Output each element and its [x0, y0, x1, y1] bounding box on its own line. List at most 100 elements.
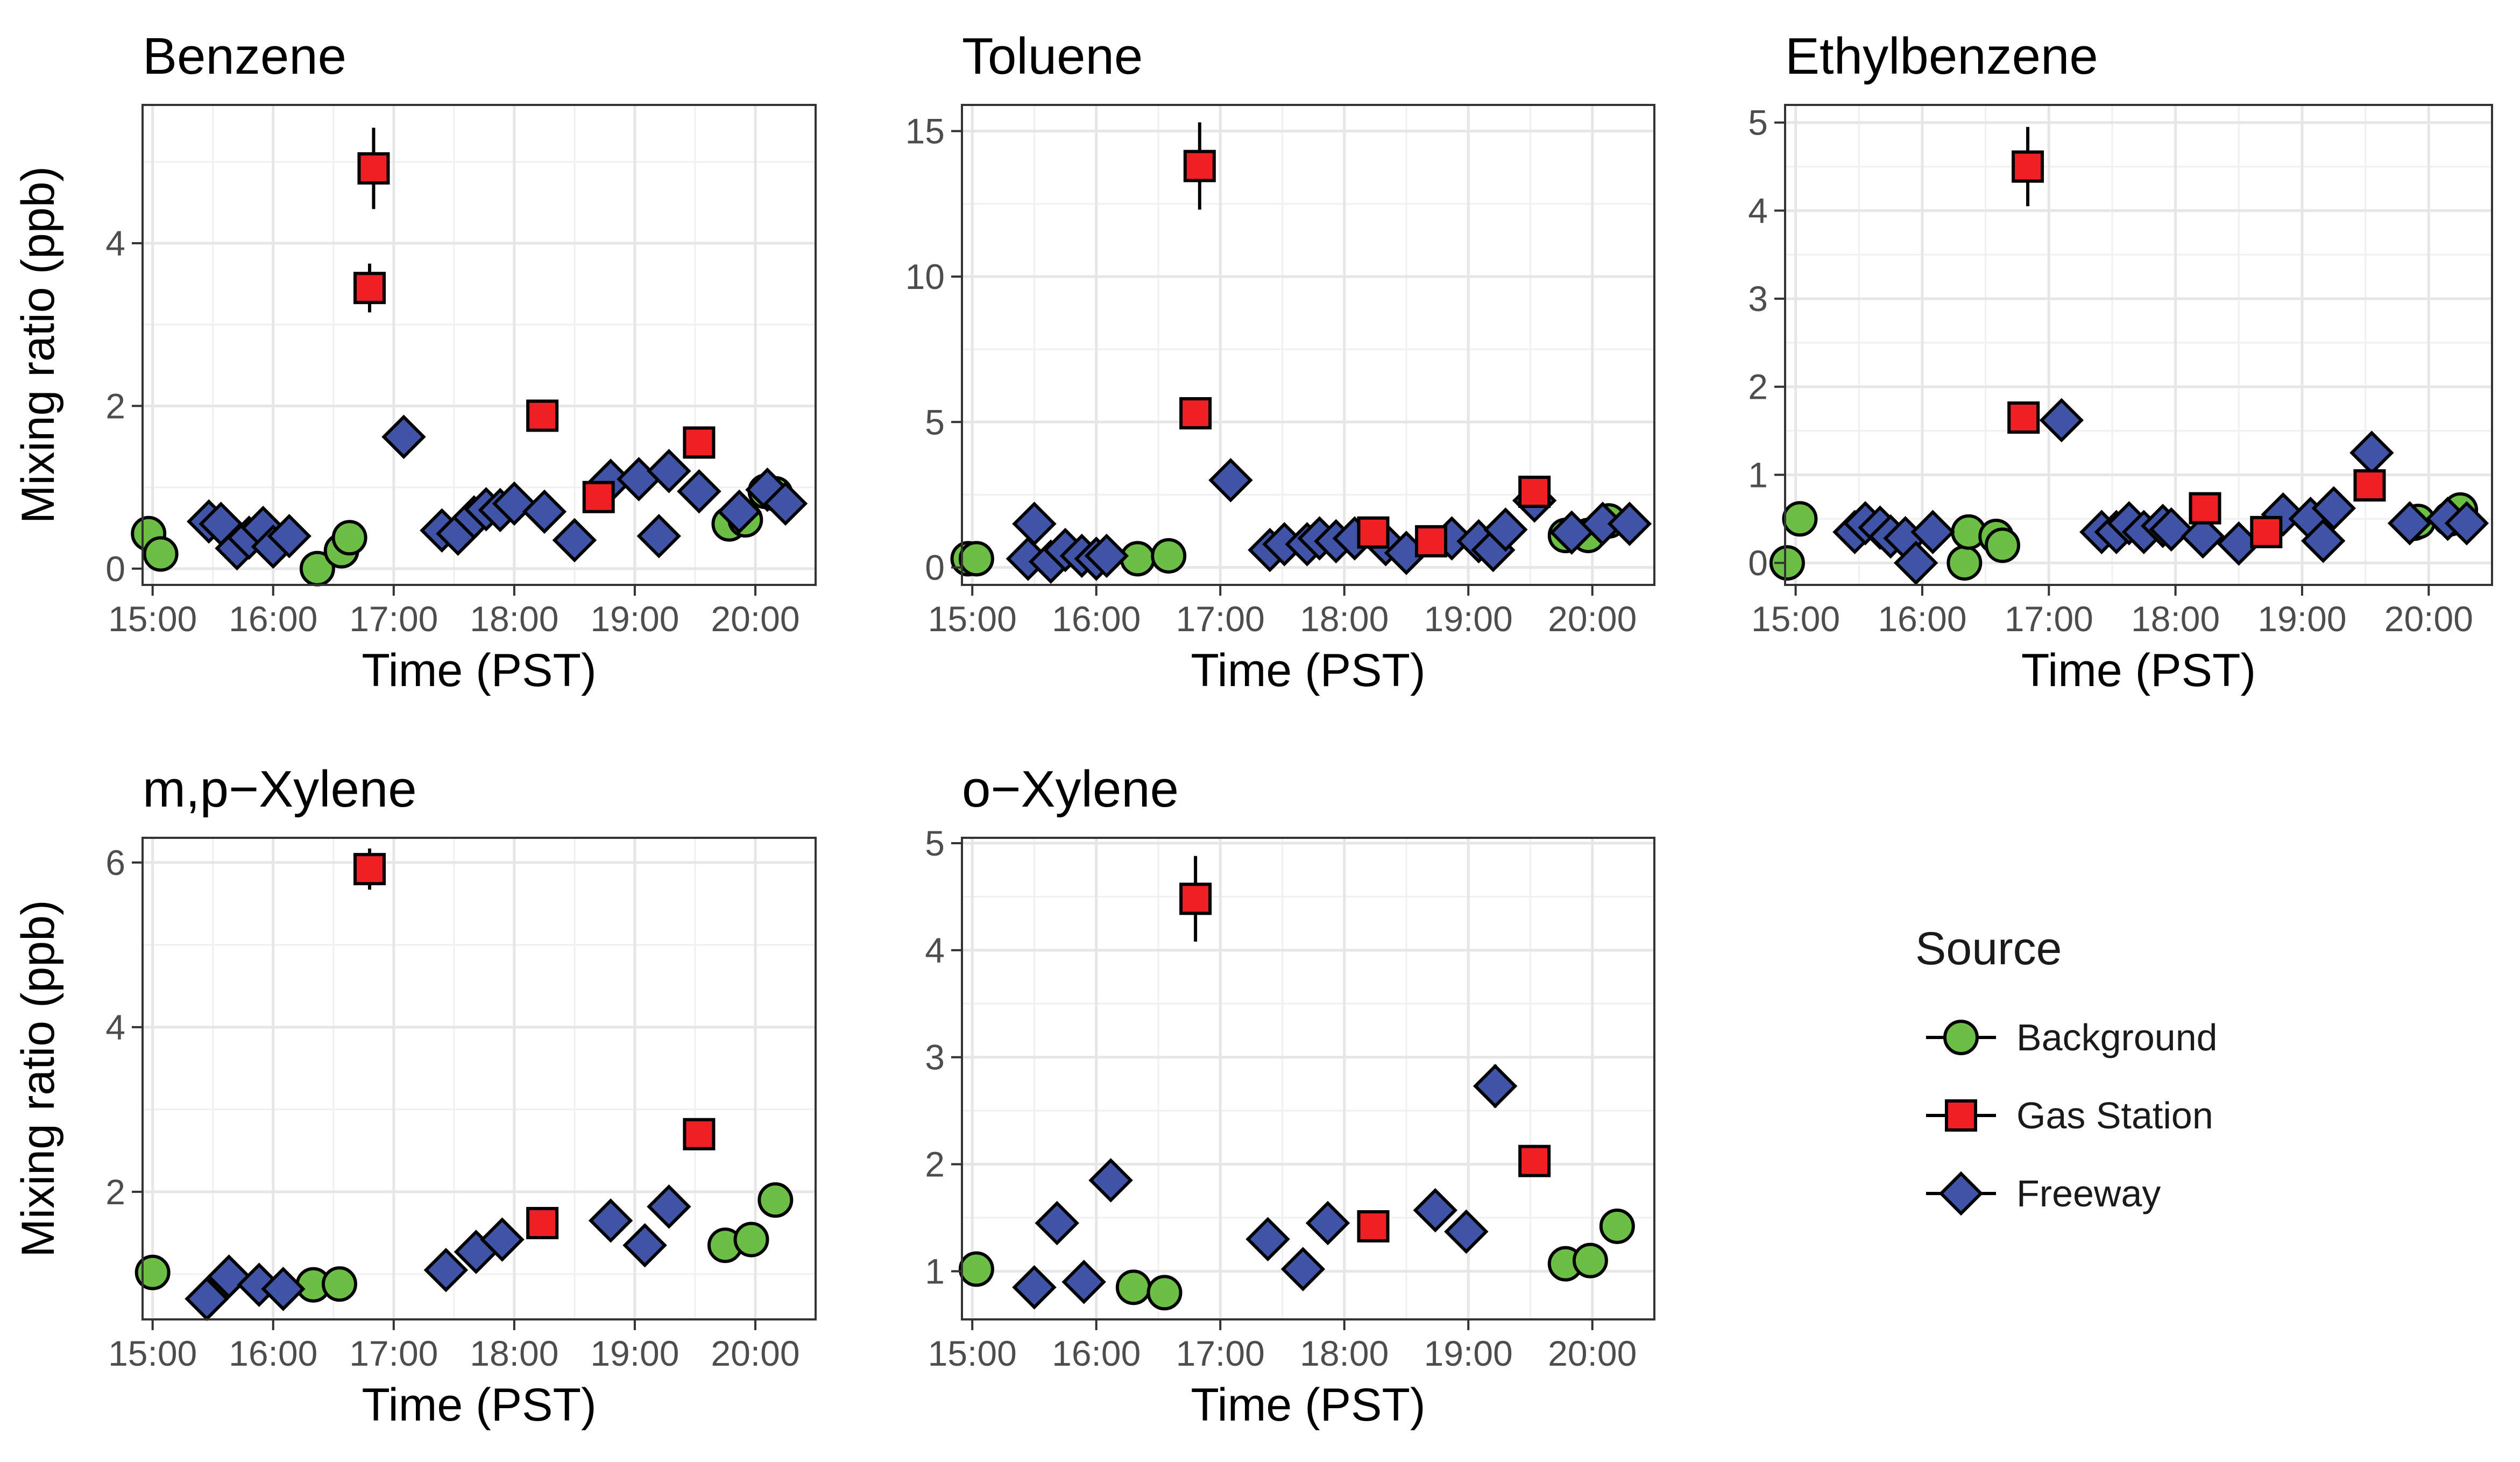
y-tick-label: 0: [1748, 543, 1768, 583]
chart-title: Ethylbenzene: [1785, 27, 2098, 85]
data-point-circle: [135, 1254, 171, 1290]
data-point-square: [357, 152, 390, 185]
data-point-diamond: [261, 1267, 306, 1311]
data-point-diamond: [1280, 1247, 1326, 1291]
y-tick-label: 3: [1748, 279, 1768, 319]
data-point-square: [2353, 469, 2386, 502]
plot-background: [1785, 105, 2492, 585]
data-point-diamond: [1305, 1200, 1350, 1246]
data-point-square: [683, 426, 716, 459]
chart-title: m,p−Xylene: [143, 760, 417, 818]
y-tick-label: 4: [105, 1007, 125, 1047]
legend-title: Source: [1915, 923, 2062, 974]
data-point-diamond: [1607, 502, 1652, 546]
data-point-square: [1357, 516, 1390, 549]
y-tick-label: 5: [925, 823, 945, 863]
data-point-circle: [1946, 545, 1983, 581]
legend: Source Background Gas Station Freeway: [1915, 923, 2218, 1216]
legend-item-label: Freeway: [2016, 1173, 2161, 1214]
data-point-diamond: [1245, 1217, 1290, 1262]
data-point-diamond: [381, 414, 426, 460]
y-tick-label: 5: [1748, 103, 1768, 143]
x-tick-label: 20:00: [711, 599, 799, 639]
y-tick-label: 4: [925, 930, 945, 970]
y-tick-label: 1: [1748, 455, 1768, 495]
x-tick-label: 16:00: [1878, 599, 1966, 639]
chart-title: o−Xylene: [962, 760, 1179, 818]
plot-background: [962, 838, 1654, 1319]
y-axis-title: Mixing ratio (ppb): [12, 900, 64, 1257]
data-point-circle: [1572, 1242, 1608, 1279]
legend-item-freeway: Freeway: [1926, 1171, 2161, 1216]
data-point-diamond: [1910, 510, 1955, 555]
chart-panel-2: 15:00 16:00 17:00 18:00 19:00 20:00 0 5 10 15 Tolu…: [905, 27, 1655, 696]
x-tick-label: 20:00: [2384, 599, 2473, 639]
data-point-diamond: [2311, 486, 2356, 531]
x-tick-label: 18:00: [2131, 599, 2220, 639]
y-tick-label: 3: [925, 1037, 945, 1077]
x-tick-label: 15:00: [928, 1333, 1017, 1373]
x-axis-title: Time (PST): [1191, 1379, 1425, 1431]
data-point-square: [2012, 150, 2044, 183]
data-point-diamond: [1035, 1200, 1079, 1246]
x-axis-title: Time (PST): [1191, 645, 1425, 696]
x-tick-label: 17:00: [1176, 1333, 1265, 1373]
legend-key-diamond-icon: [1938, 1171, 1984, 1216]
legend-key-circle-icon: [1943, 1020, 1979, 1055]
legend-item-background: Background: [1926, 1016, 2218, 1058]
x-axis-title: Time (PST): [2021, 645, 2256, 696]
x-tick-label: 15:00: [1751, 599, 1840, 639]
x-tick-label: 17:00: [349, 599, 438, 639]
data-point-diamond: [2039, 398, 2084, 443]
data-point-diamond: [1061, 1260, 1106, 1304]
data-point-diamond: [2387, 501, 2432, 546]
y-tick-label: 2: [925, 1145, 945, 1184]
data-point-circle: [758, 1182, 794, 1218]
x-tick-label: 19:00: [590, 599, 679, 639]
data-point-circle: [143, 536, 179, 572]
panel-border: [1784, 104, 2493, 586]
data-point-circle: [1151, 538, 1187, 574]
y-tick-label: 10: [905, 257, 945, 296]
y-tick-label: 4: [1748, 190, 1768, 230]
data-point-circle: [1115, 1269, 1151, 1305]
data-point-circle: [321, 1266, 357, 1302]
data-point-square: [526, 399, 559, 432]
y-axis-title: Mixing ratio (ppb): [12, 166, 64, 524]
y-tick-label: 5: [925, 402, 945, 442]
data-point-diamond: [677, 469, 721, 514]
data-point-diamond: [1413, 1188, 1458, 1233]
data-point-circle: [1599, 1208, 1635, 1244]
data-point-diamond: [1473, 1064, 1518, 1108]
data-point-square: [582, 481, 615, 513]
chart-title: Benzene: [143, 27, 346, 85]
data-point-square: [1518, 476, 1551, 508]
x-tick-label: 19:00: [2257, 599, 2346, 639]
x-tick-label: 17:00: [2005, 599, 2093, 639]
data-point-circle: [1146, 1275, 1183, 1311]
x-tick-label: 19:00: [1424, 599, 1513, 639]
x-tick-label: 17:00: [1176, 599, 1265, 639]
y-tick-label: 2: [105, 1172, 125, 1212]
x-tick-label: 19:00: [1424, 1333, 1513, 1373]
panel-border: [141, 837, 817, 1320]
data-point-diamond: [1893, 540, 1938, 585]
y-tick-label: 2: [1748, 367, 1768, 407]
data-point-diamond: [588, 1198, 633, 1243]
x-tick-label: 17:00: [349, 1333, 438, 1373]
data-point-circle: [1769, 545, 1805, 581]
data-point-diamond: [2300, 518, 2346, 563]
data-point-diamond: [1483, 507, 1528, 552]
data-point-circle: [1782, 501, 1818, 537]
data-point-square: [683, 1118, 716, 1150]
data-point-diamond: [2149, 507, 2194, 552]
x-tick-label: 19:00: [590, 1333, 679, 1373]
data-point-square: [353, 853, 386, 886]
x-tick-label: 18:00: [1300, 1333, 1389, 1373]
data-point-square: [2189, 492, 2221, 525]
legend-item-label: Gas Station: [2016, 1094, 2213, 1136]
data-point-diamond: [1088, 1158, 1133, 1203]
data-point-circle: [1985, 527, 2021, 563]
y-tick-label: 6: [105, 843, 125, 882]
